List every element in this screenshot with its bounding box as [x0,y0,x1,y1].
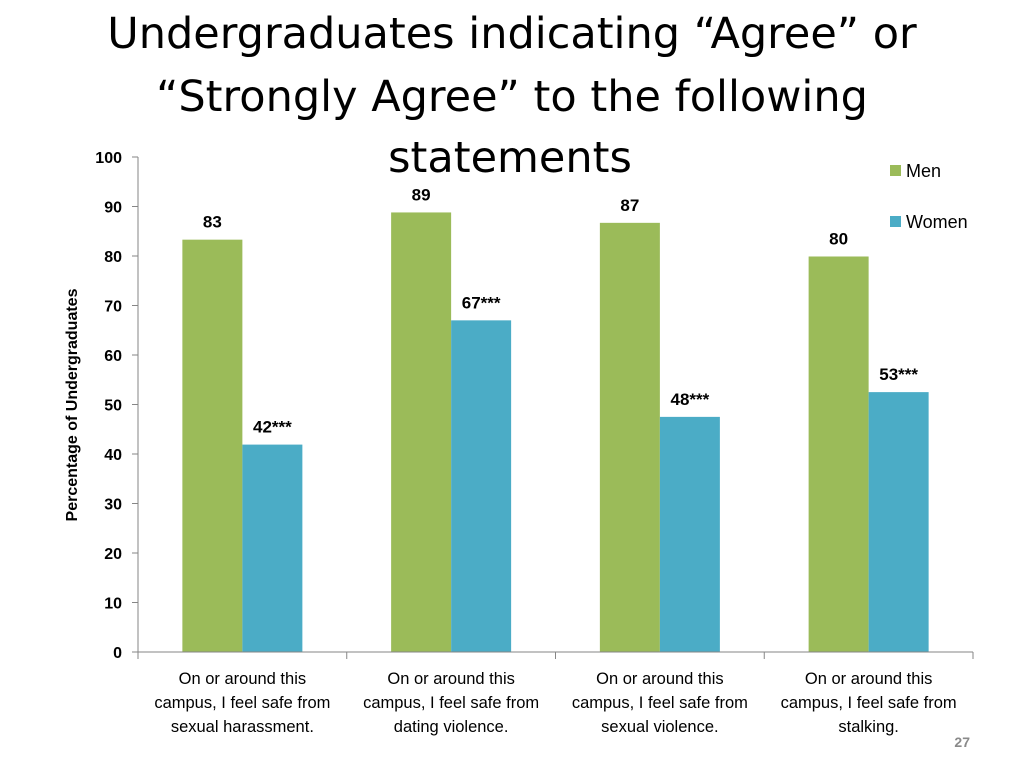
legend-swatch-men [890,165,901,176]
y-tick-label-20: 20 [104,546,122,563]
bar-men-2 [391,212,452,652]
y-tick-label-10: 10 [104,596,122,613]
y-tick-label-30: 30 [104,497,122,514]
data-label-women-2: 67*** [462,293,501,312]
y-tick-label-100: 100 [95,150,122,167]
data-label-women-4: 53*** [879,365,918,384]
y-tick-label-80: 80 [104,249,122,266]
data-label-men-3: 87 [620,196,639,215]
bar-men-3 [599,222,660,652]
y-tick-label-0: 0 [113,645,122,662]
page-number: 27 [954,734,970,750]
bar-women-2 [451,320,512,652]
data-label-men-4: 80 [829,229,848,248]
data-label-women-3: 48*** [670,390,709,409]
y-tick-label-60: 60 [104,348,122,365]
bar-women-4 [868,392,929,652]
legend-label-men: Men [906,161,941,181]
bar-women-1 [242,444,303,652]
category-label-4: On or around this campus, I feel safe fro… [781,670,957,736]
axes-layer [132,156,974,659]
category-label-1: On or around this campus, I feel safe fro… [154,670,330,736]
y-axis-label: Percentage of Undergraduates [64,288,81,521]
bars-layer [182,212,929,653]
category-label-2: On or around this campus, I feel safe fro… [363,670,539,736]
y-tick-label-70: 70 [104,299,122,316]
labels-layer: 83 89 87 80 42*** 67*** 48*** 53*** 0 10 20 30 40 50 6… [95,150,956,736]
chart-title-line-2: “Strongly Agree” to the following [156,72,868,122]
data-label-men-2: 89 [412,185,431,204]
legend-label-women: Women [906,212,968,232]
y-tick-label-50: 50 [104,398,122,415]
chart-title-line-1: Undergraduates indicating “Agree” or [107,9,917,59]
bar-women-3 [659,416,720,652]
data-label-men-1: 83 [203,213,222,232]
category-label-3: On or around this campus, I feel safe fro… [572,670,748,736]
legend: Men Women [890,161,968,232]
bar-men-4 [808,256,869,652]
chart-title-line-3: statements [388,133,632,183]
legend-swatch-women [890,216,901,227]
y-tick-label-90: 90 [104,200,122,217]
data-label-women-1: 42*** [253,418,292,437]
y-tick-label-40: 40 [104,447,122,464]
bar-men-1 [182,239,243,653]
